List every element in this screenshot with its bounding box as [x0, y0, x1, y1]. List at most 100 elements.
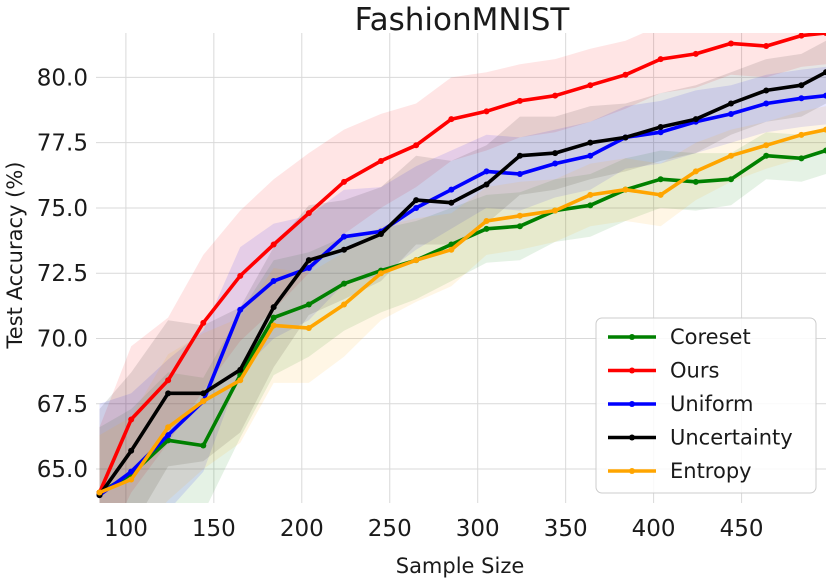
- point-ours: [516, 97, 523, 104]
- point-uniform: [305, 265, 312, 271]
- legend-marker-ours: [629, 367, 635, 374]
- y-tick-label: 75.0: [37, 196, 88, 222]
- point-uniform: [165, 432, 172, 439]
- x-tick-label: 100: [104, 516, 148, 542]
- point-uncertainty: [483, 181, 490, 188]
- legend-label-coreset: Coreset: [670, 325, 751, 349]
- legend-marker-uncertainty: [629, 434, 635, 441]
- point-ours: [270, 241, 277, 248]
- point-coreset: [483, 225, 490, 232]
- point-coreset: [823, 147, 826, 154]
- point-ours: [377, 157, 384, 164]
- legend-marker-entropy: [629, 468, 635, 474]
- y-tick-label: 77.5: [37, 131, 88, 157]
- point-uniform: [587, 152, 594, 159]
- point-entropy: [516, 212, 523, 219]
- point-uniform: [728, 110, 735, 117]
- series-line-entropy: [98, 127, 826, 495]
- point-entropy: [270, 322, 277, 329]
- point-ours: [200, 319, 207, 326]
- point-entropy: [448, 246, 455, 253]
- point-entropy: [483, 218, 490, 224]
- y-tick-label: 65.0: [37, 457, 88, 483]
- x-tick-label: 450: [720, 516, 764, 542]
- point-entropy: [763, 142, 770, 149]
- point-uncertainty: [377, 231, 384, 238]
- confidence-bands: [99, 33, 826, 503]
- point-uniform: [516, 171, 523, 177]
- point-uncertainty: [270, 304, 277, 311]
- point-uncertainty: [552, 150, 559, 157]
- point-ours: [657, 56, 664, 63]
- x-axis-label: Sample Size: [396, 554, 525, 578]
- y-tick-label: 67.5: [37, 392, 88, 418]
- point-uncertainty: [692, 116, 699, 123]
- legend-box: [595, 317, 817, 494]
- point-coreset: [341, 280, 348, 287]
- point-uncertainty: [128, 447, 135, 454]
- chart-title: FashionMNIST: [355, 2, 571, 38]
- point-uncertainty: [823, 69, 826, 76]
- x-tick-label: 250: [368, 516, 412, 542]
- point-uniform: [128, 468, 135, 475]
- legend-marker-coreset: [629, 334, 635, 340]
- point-ours: [165, 377, 172, 384]
- point-uncertainty: [448, 199, 455, 206]
- series-line-ours: [97, 33, 826, 494]
- x-tick-label: 350: [544, 516, 588, 542]
- series-lines: [96, 33, 826, 499]
- x-tick-label: 200: [280, 516, 324, 542]
- point-uncertainty: [413, 197, 420, 204]
- x-tick-label: 150: [192, 516, 236, 542]
- point-coreset: [200, 442, 207, 449]
- point-entropy: [96, 489, 103, 496]
- band-uncertainty: [99, 40, 826, 503]
- point-entropy: [728, 152, 735, 159]
- point-uncertainty: [763, 87, 770, 94]
- point-uniform: [763, 100, 770, 107]
- point-ours: [237, 272, 244, 279]
- point-entropy: [165, 424, 172, 431]
- point-uncertainty: [798, 82, 805, 89]
- point-uncertainty: [587, 139, 594, 146]
- point-ours: [341, 178, 348, 185]
- point-ours: [413, 142, 420, 149]
- band-entropy: [99, 106, 826, 503]
- point-ours: [128, 416, 135, 423]
- point-uniform: [270, 278, 277, 285]
- point-ours: [448, 116, 455, 123]
- point-uniform: [823, 92, 826, 99]
- point-uncertainty: [657, 124, 664, 130]
- point-uncertainty: [622, 134, 629, 141]
- point-entropy: [657, 191, 664, 198]
- legend-label-uniform: Uniform: [670, 392, 753, 416]
- point-uncertainty: [341, 246, 348, 253]
- series-line-uncertainty: [98, 70, 826, 497]
- point-ours: [692, 50, 699, 57]
- point-uncertainty: [237, 366, 244, 373]
- point-coreset: [270, 314, 277, 321]
- point-uncertainty: [200, 390, 207, 397]
- point-ours: [763, 43, 770, 50]
- point-ours: [728, 40, 735, 47]
- point-coreset: [587, 202, 594, 209]
- point-uniform: [657, 129, 664, 136]
- point-ours: [798, 33, 805, 39]
- point-coreset: [763, 152, 770, 159]
- x-tick-label: 300: [456, 516, 500, 542]
- point-coreset: [798, 155, 805, 162]
- point-uncertainty: [165, 390, 172, 397]
- tick-labels: 100 150 200 250 300 350 400 450 65.0 67.5 70.0 72.5…: [37, 65, 764, 542]
- point-entropy: [341, 301, 348, 308]
- point-entropy: [200, 398, 207, 405]
- point-entropy: [128, 476, 135, 483]
- point-coreset: [728, 176, 735, 183]
- point-entropy: [798, 131, 805, 138]
- point-uniform: [448, 186, 455, 193]
- point-ours: [823, 33, 826, 36]
- band-uniform: [99, 66, 826, 503]
- point-entropy: [377, 270, 384, 277]
- series-line-uniform: [98, 93, 826, 497]
- legend-marker-uniform: [629, 401, 635, 407]
- point-entropy: [692, 168, 699, 175]
